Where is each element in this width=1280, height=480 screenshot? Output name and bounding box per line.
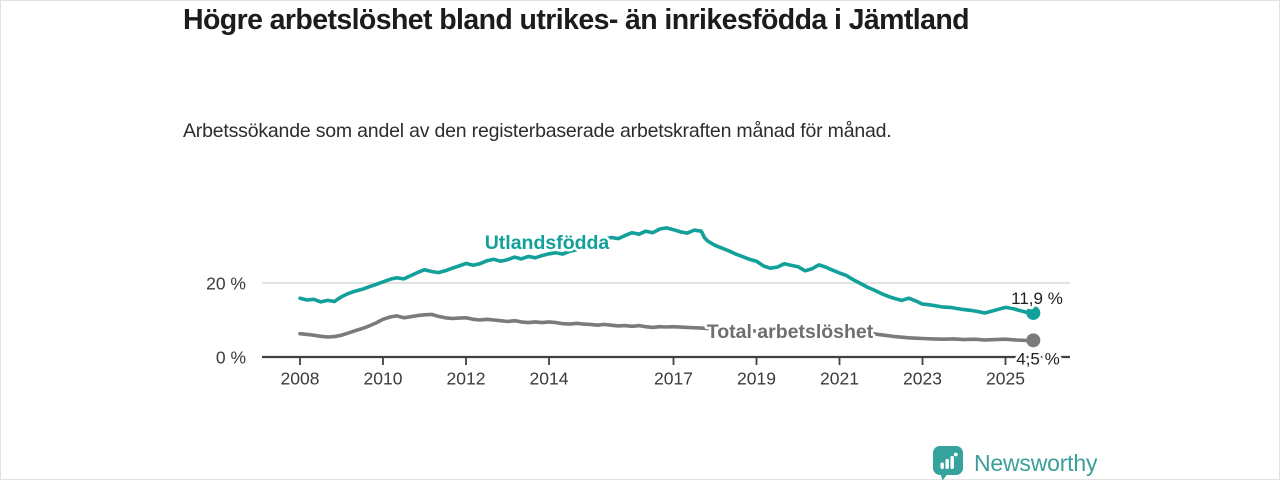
series-label-total-arbetsloshet: Total arbetslöshet (707, 321, 874, 343)
x-tick-label: 2019 (737, 369, 776, 389)
x-tick-label: 2021 (820, 369, 859, 389)
series-line-total-arbetsloshet (298, 312, 1036, 343)
x-tick-label: 2025 (986, 369, 1025, 389)
end-value-label-total: 4,5 % (1016, 350, 1059, 369)
chart-subtitle: Arbetssökande som andel av den registerb… (183, 120, 892, 142)
end-dot-utlandsfodda (1026, 305, 1041, 320)
bar-chart-speech-bubble-icon (933, 446, 963, 480)
series-line-utlandsfodda (298, 226, 1036, 315)
newsworthy-wordmark: Newsworthy (974, 449, 1098, 476)
end-value-label-utlandsfodda: 11,9 % (1011, 289, 1063, 308)
x-tick-label: 2017 (654, 369, 693, 389)
y-tick-label: 0 % (216, 348, 246, 368)
chart-title: Högre arbetslöshet bland utrikes- än inr… (183, 4, 970, 36)
x-tick-label: 2010 (364, 369, 403, 389)
x-tick-label: 2023 (903, 369, 942, 389)
y-tick-label: 20 % (206, 274, 246, 294)
x-tick-label: 2012 (447, 369, 486, 389)
newsworthy-logo: Newsworthy (932, 445, 1097, 480)
x-tick-label: 2014 (530, 369, 569, 389)
x-tick-label: 2008 (281, 369, 320, 389)
end-dot-total-arbetsloshet (1026, 333, 1041, 348)
series-label-utlandsfodda: Utlandsfödda (485, 232, 610, 254)
